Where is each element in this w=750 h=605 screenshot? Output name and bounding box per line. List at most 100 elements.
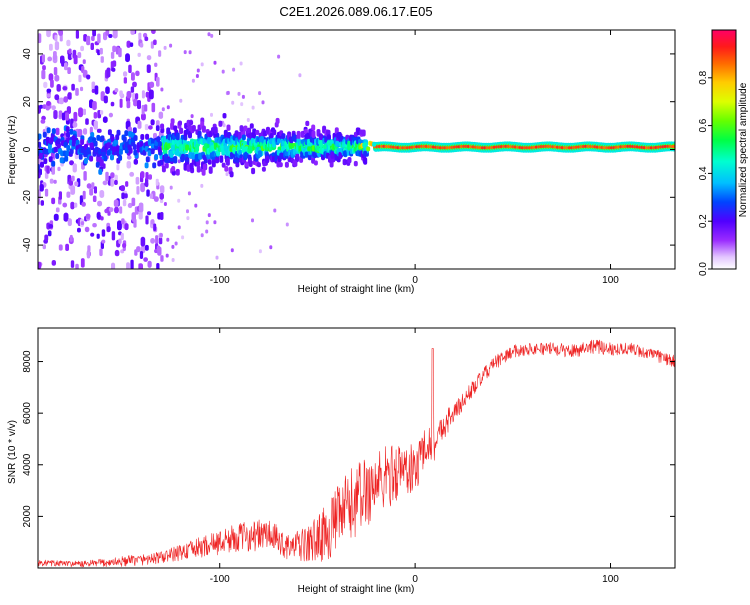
spectrogram-cell xyxy=(39,184,44,192)
spectrogram-cell xyxy=(149,81,155,88)
spectrogram-cell xyxy=(219,155,224,163)
spectrogram-cell xyxy=(58,110,63,118)
spectrogram-cell xyxy=(63,96,68,103)
snr-frame xyxy=(37,327,676,569)
spectrogram-cell xyxy=(240,102,244,107)
spectrogram-cell xyxy=(137,120,142,129)
spectrogram-cell xyxy=(136,246,141,253)
spectrogram-cell xyxy=(67,218,72,227)
spectrogram-cell xyxy=(347,157,352,164)
spectrogram-cell xyxy=(62,86,68,91)
spectrogram-cell xyxy=(92,137,97,144)
y-tick-label: -40 xyxy=(22,237,33,252)
spectrogram-cell xyxy=(670,145,675,148)
spectrogram-cell xyxy=(75,30,79,39)
spectrogram-cell xyxy=(80,221,85,226)
spectrogram-cell xyxy=(261,100,265,105)
spectrogram-cell xyxy=(144,162,149,169)
spectrogram-cell xyxy=(122,243,127,248)
spectrogram-cell xyxy=(201,125,206,133)
spectrogram-cell xyxy=(157,160,162,167)
spectrogram-cell xyxy=(147,150,152,157)
spectrogram-cell xyxy=(186,209,189,214)
spectrogram-cell xyxy=(149,193,153,199)
spectrogram-cell xyxy=(161,165,166,173)
spectrogram-cell xyxy=(100,135,105,142)
spectrogram-cell xyxy=(318,133,323,141)
spectrogram-cell xyxy=(95,161,100,168)
spectrogram-cell xyxy=(258,249,262,254)
spectrogram-cell xyxy=(189,120,194,126)
spectrogram-cell xyxy=(65,112,69,121)
spectrogram-cell xyxy=(122,136,127,143)
spectrogram-cell xyxy=(57,166,61,172)
spectrogram-cell xyxy=(141,104,145,115)
spectrogram-cell xyxy=(106,226,111,233)
spectrogram-cell xyxy=(221,162,226,168)
spectrogram-cell xyxy=(51,164,55,175)
spectrogram-cell xyxy=(145,215,149,225)
spectrogram-cell xyxy=(77,52,82,59)
spectrogram-cell xyxy=(191,152,196,160)
spectrogram-cell xyxy=(90,232,95,237)
spectrogram-cell xyxy=(239,125,244,132)
spectrogram-cell xyxy=(84,226,90,233)
spectrogram-cell xyxy=(129,171,135,177)
spectrogram-cell xyxy=(361,129,366,137)
spectrogram-cell xyxy=(147,211,152,216)
spectrogram-cell xyxy=(53,146,58,153)
spectrogram-cell xyxy=(251,167,256,175)
spectrogram-cell xyxy=(276,138,281,144)
spectrogram-cell xyxy=(130,259,134,269)
spectrogram-cell xyxy=(158,50,162,57)
colorbar-label: Normalized spectral amplitude xyxy=(738,82,749,217)
spectrogram-cell xyxy=(152,162,157,169)
spectrogram-cell xyxy=(75,87,79,96)
spectrogram-cell xyxy=(131,197,136,206)
spectrogram-cell xyxy=(69,234,73,242)
spectrogram-cell xyxy=(207,32,211,37)
spectrogram-cell xyxy=(93,112,98,119)
spectrogram-cell xyxy=(58,244,63,251)
spectrogram-cell xyxy=(231,100,235,105)
spectrogram-cell xyxy=(157,141,162,147)
spectrogram-cell xyxy=(135,176,140,185)
spectrogram-cell xyxy=(114,88,119,93)
x-tick-label: -100 xyxy=(210,574,230,585)
spectrogram-cell xyxy=(118,154,123,161)
spectrogram-cell xyxy=(157,246,162,256)
spectrogram-cell xyxy=(241,94,245,99)
spectrogram-cell xyxy=(112,45,117,53)
y-tick-label: -20 xyxy=(22,190,33,205)
spectrogram-cell xyxy=(46,165,50,174)
spectrogram-cell xyxy=(111,67,116,72)
spectrogram-cell xyxy=(89,188,94,196)
spectrogram-cell xyxy=(251,218,254,223)
spectrogram-cell xyxy=(112,30,118,39)
spectrogram-cell xyxy=(210,112,213,117)
spectrogram-cell xyxy=(138,202,144,213)
spectrogram-cell xyxy=(46,127,51,134)
spectrogram-cell xyxy=(118,238,122,244)
spectrogram-cell xyxy=(177,159,181,164)
spectrogram-y-ticks: -40 -20 0 20 40 xyxy=(22,48,675,252)
spectrogram-cell xyxy=(139,251,144,259)
spectrogram-cell xyxy=(200,62,204,67)
spectrogram-cell xyxy=(300,151,305,158)
spectrogram-cell xyxy=(252,131,257,139)
spectrogram-cell xyxy=(66,145,71,151)
spectrogram-cell xyxy=(144,36,149,42)
spectrogram-cell xyxy=(119,90,123,97)
spectrogram-cell xyxy=(156,76,160,87)
spectrogram-cell xyxy=(208,166,213,174)
spectrogram-cell xyxy=(100,56,104,63)
spectrogram-cell xyxy=(41,54,45,63)
spectrogram-cell xyxy=(215,155,220,164)
spectrogram-cell xyxy=(238,149,243,156)
spectrogram-panel: -100 0 100 -40 -20 0 20 40 Height of straight … xyxy=(7,29,676,295)
spectrogram-cell xyxy=(110,178,114,187)
snr-x-ticks: -100 0 100 xyxy=(210,328,619,585)
spectrogram-cell xyxy=(85,118,89,125)
spectrogram-cell xyxy=(96,233,100,239)
spectrogram-cell xyxy=(372,141,377,147)
